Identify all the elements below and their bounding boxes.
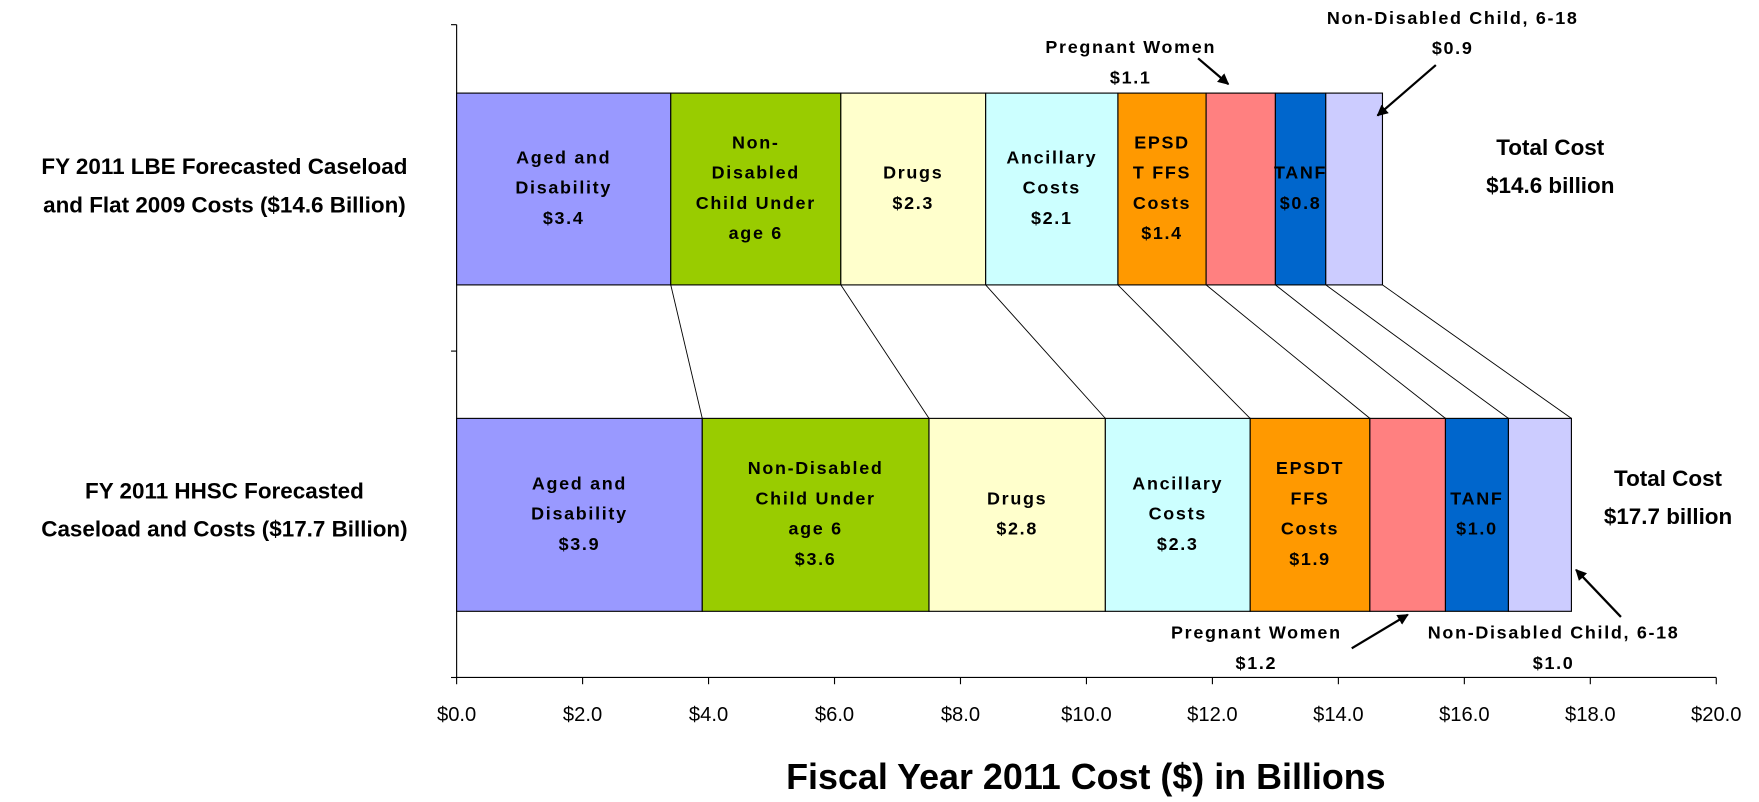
bar-segment [456,417,703,612]
connector-line [1275,284,1446,419]
connector-line [1382,284,1572,419]
bar-segment [1117,92,1207,286]
callout-arrow [1197,57,1230,85]
segment-label: FFS [1291,488,1330,508]
segment-label: TANF [1274,163,1327,183]
segment-label: Disability [531,504,628,524]
callout-arrow [1376,64,1437,117]
bar-segment [1444,417,1509,612]
x-tick-label: $6.0 [815,704,854,726]
bar-segment [670,92,842,286]
segment-label: Non-Disabled [748,458,884,478]
bar-segment [1104,417,1251,612]
segment-label: Costs [1149,504,1207,524]
segment-label: EPSDT [1276,458,1344,478]
value-label: $0.8 [1280,193,1322,213]
callout-label: Non-Disabled Child, 6-18 [1327,8,1579,28]
x-tick-label: $10.0 [1061,704,1112,726]
value-label: $1.0 [1456,519,1498,539]
segment-label: Disabled [712,163,800,183]
x-tick-label: $16.0 [1439,704,1490,726]
category-label: and Flat 2009 Costs ($14.6 Billion) [43,192,406,217]
segment-label: Child Under [696,193,816,213]
connector-line [985,284,1106,419]
bar-segment [1249,417,1371,612]
segment-label: age 6 [729,223,783,243]
x-tick-label: $20.0 [1691,704,1742,726]
bar-segment [840,92,987,286]
total-label: Total Cost [1496,135,1604,160]
value-label: $3.4 [543,208,585,228]
category-label: FY 2011 LBE Forecasted Caseload [41,154,407,179]
value-label: $1.2 [1236,653,1278,673]
callout-label: Pregnant Women [1171,622,1342,642]
total-label: $17.7 billion [1604,504,1732,529]
value-label: $2.8 [996,519,1038,539]
value-label: $1.4 [1141,223,1183,243]
total-label: Total Cost [1614,466,1722,491]
callout-label: Non-Disabled Child, 6-18 [1428,622,1680,642]
x-tick-label: $0.0 [437,704,476,726]
bar-segment [456,92,672,286]
x-tick-label: $2.0 [563,704,602,726]
segment-label: age 6 [788,519,842,539]
value-label: $0.9 [1432,38,1474,58]
bar-segment [928,417,1106,612]
segment-label: Ancillary [1132,473,1223,493]
segment-label: TANF [1450,488,1503,508]
segment-label: EPSD [1134,132,1190,152]
connector-line [840,284,930,419]
callout-arrow [1575,569,1622,618]
bar-segment [1205,92,1276,286]
value-label: $1.9 [1289,549,1331,569]
value-label: $2.1 [1031,208,1073,228]
connector-line [1205,284,1371,419]
bar-segment [1325,92,1384,286]
segment-label: Ancillary [1006,147,1097,167]
connector-line [1325,284,1509,419]
x-axis-title: Fiscal Year 2011 Cost ($) in Billions [786,757,1386,797]
total-label: $14.6 billion [1486,173,1614,198]
segment-label: Costs [1281,519,1339,539]
category-label: FY 2011 HHSC Forecasted [85,478,364,503]
segment-label: Aged and [532,473,627,493]
bar-segment [1274,92,1327,286]
bar-segment [1369,417,1447,612]
connector-line [670,284,703,419]
segment-label: Disability [515,178,612,198]
x-tick-label: $12.0 [1187,704,1238,726]
value-label: $3.6 [795,549,837,569]
callout-arrow [1351,613,1409,650]
segment-label: T FFS [1133,163,1191,183]
segment-label: Aged and [516,147,611,167]
callout-label: Pregnant Women [1045,37,1216,57]
value-label: $3.9 [559,534,601,554]
value-label: $1.1 [1110,67,1152,87]
x-tick-label: $18.0 [1565,704,1616,726]
segment-label: Child Under [756,488,876,508]
bar-segment [985,92,1119,286]
x-tick-label: $14.0 [1313,704,1364,726]
value-label: $2.3 [1157,534,1199,554]
connector-line [1117,284,1251,419]
segment-label: Costs [1133,193,1191,213]
value-label: $1.0 [1533,653,1575,673]
segment-label: Non- [732,132,780,152]
x-tick-label: $4.0 [689,704,728,726]
segment-label: Drugs [987,488,1047,508]
segment-label: Drugs [883,163,943,183]
value-label: $2.3 [892,193,934,213]
x-tick-label: $8.0 [941,704,980,726]
category-label: Caseload and Costs ($17.7 Billion) [41,516,407,541]
bar-segment [701,417,930,612]
bar-segment [1507,417,1572,612]
segment-label: Costs [1023,178,1081,198]
